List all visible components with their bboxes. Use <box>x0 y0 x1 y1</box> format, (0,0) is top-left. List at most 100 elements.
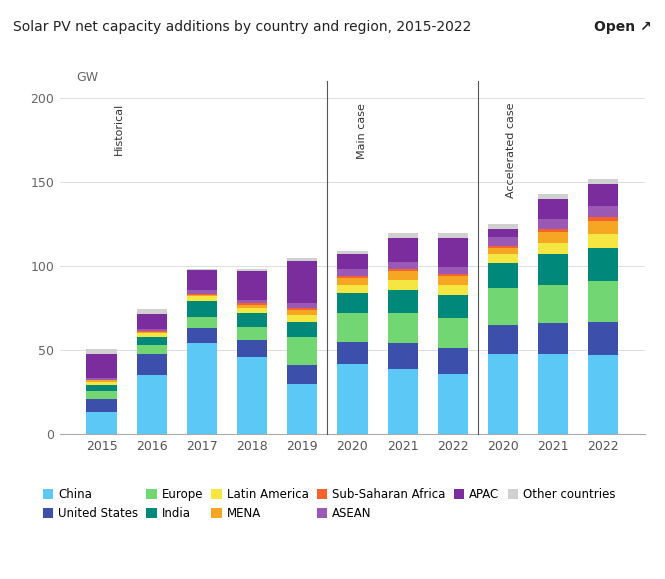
Bar <box>589 321 618 355</box>
Bar <box>86 412 116 434</box>
Bar <box>136 354 167 375</box>
Bar <box>488 248 518 254</box>
Bar <box>136 309 167 314</box>
Bar <box>86 380 116 382</box>
Text: Open ↗: Open ↗ <box>594 20 652 34</box>
Bar <box>337 284 368 293</box>
Text: Accelerated case: Accelerated case <box>505 103 515 199</box>
Bar <box>337 278 368 284</box>
Bar <box>438 267 468 274</box>
Bar <box>86 386 116 390</box>
Bar <box>187 302 217 317</box>
Bar <box>136 332 167 334</box>
Bar <box>589 217 618 221</box>
Text: GW: GW <box>76 71 98 85</box>
Bar <box>237 271 267 300</box>
Bar <box>237 313 267 327</box>
Bar <box>388 239 418 262</box>
Bar <box>488 254 518 263</box>
Bar <box>388 269 418 271</box>
Bar <box>237 308 267 313</box>
Text: Historical: Historical <box>114 103 124 155</box>
Bar <box>388 290 418 313</box>
Bar <box>237 269 267 271</box>
Bar <box>86 390 116 399</box>
Bar <box>438 239 468 267</box>
Bar <box>488 246 518 248</box>
Bar <box>589 178 618 184</box>
Text: Solar PV net capacity additions by country and region, 2015-2022: Solar PV net capacity additions by count… <box>13 20 471 34</box>
Bar <box>136 314 167 329</box>
Bar <box>187 317 217 328</box>
Bar <box>237 340 267 357</box>
Bar <box>388 313 418 343</box>
Bar <box>187 269 217 270</box>
Bar <box>187 291 217 294</box>
Bar <box>538 194 569 199</box>
Bar <box>337 251 368 254</box>
Bar <box>589 281 618 321</box>
Bar <box>187 343 217 434</box>
Bar <box>388 262 418 269</box>
Bar <box>187 294 217 295</box>
Bar <box>287 384 317 434</box>
Bar <box>488 229 518 237</box>
Bar <box>237 357 267 434</box>
Bar <box>237 303 267 305</box>
Bar <box>337 269 368 276</box>
Bar <box>538 199 569 219</box>
Bar <box>86 378 116 380</box>
Bar <box>438 233 468 239</box>
Bar <box>337 364 368 434</box>
Bar <box>237 327 267 340</box>
Bar <box>488 224 518 229</box>
Bar <box>488 354 518 434</box>
Bar <box>287 258 317 261</box>
Bar <box>538 284 569 323</box>
Bar <box>136 337 167 345</box>
Bar <box>136 334 167 337</box>
Bar <box>438 274 468 276</box>
Bar <box>589 355 618 434</box>
Bar <box>287 337 317 365</box>
Bar <box>488 288 518 325</box>
Bar <box>438 349 468 373</box>
Bar <box>287 308 317 310</box>
Bar <box>538 219 569 229</box>
Bar <box>187 296 217 302</box>
Bar <box>488 263 518 288</box>
Bar <box>538 243 569 254</box>
Bar <box>388 369 418 434</box>
Bar <box>287 321 317 337</box>
Bar <box>287 303 317 308</box>
Legend: China, United States, Europe, India, Latin America, MENA, Sub-Saharan Africa, AS: China, United States, Europe, India, Lat… <box>38 483 620 525</box>
Bar <box>438 295 468 318</box>
Bar <box>538 354 569 434</box>
Bar <box>136 345 167 354</box>
Bar <box>438 373 468 434</box>
Bar <box>589 206 618 217</box>
Bar <box>187 328 217 343</box>
Bar <box>136 329 167 331</box>
Bar <box>136 375 167 434</box>
Bar <box>589 234 618 248</box>
Bar <box>538 254 569 284</box>
Bar <box>237 305 267 308</box>
Bar <box>86 349 116 354</box>
Bar <box>337 254 368 269</box>
Bar <box>538 323 569 354</box>
Bar <box>337 342 368 364</box>
Bar <box>388 271 418 280</box>
Bar <box>287 315 317 321</box>
Bar <box>589 184 618 206</box>
Bar <box>237 300 267 303</box>
Bar <box>538 232 569 243</box>
Bar <box>337 293 368 313</box>
Bar <box>86 399 116 412</box>
Bar <box>287 310 317 315</box>
Bar <box>488 325 518 354</box>
Bar <box>86 354 116 378</box>
Bar <box>136 331 167 332</box>
Bar <box>488 237 518 246</box>
Bar <box>287 365 317 384</box>
